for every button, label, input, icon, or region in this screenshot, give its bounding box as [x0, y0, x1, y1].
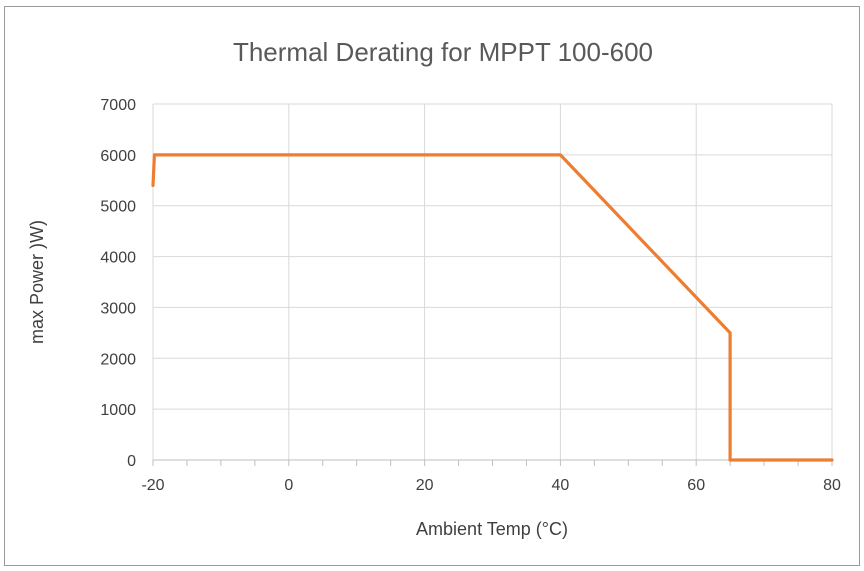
y-axis-label: max Power )W)	[27, 220, 47, 344]
x-tick-label: 0	[284, 477, 293, 494]
chart-frame	[4, 6, 860, 566]
x-tick-label: 60	[687, 477, 705, 494]
plot-grid	[152, 103, 833, 460]
x-tick-label: 80	[823, 477, 841, 494]
y-tick-label: 6000	[100, 148, 136, 165]
y-tick-label: 5000	[100, 199, 136, 216]
x-axis-label: Ambient Temp (°C)	[416, 519, 568, 539]
y-tick-label: 7000	[100, 97, 136, 114]
y-tick-label: 2000	[100, 351, 136, 368]
x-axis	[152, 459, 833, 466]
y-tick-label: 4000	[100, 250, 136, 267]
series-layer	[151, 153, 834, 462]
series-line	[151, 153, 834, 462]
y-tick-label: 1000	[100, 402, 136, 419]
x-tick-label: 40	[552, 477, 570, 494]
y-tick-label: 3000	[100, 300, 136, 317]
tick-labels: 0 1000 2000 3000 4000 5000 6000 7000 -20 0 20 40 60 8…	[100, 97, 841, 494]
y-tick-label: 0	[127, 453, 136, 470]
x-tick-label: -20	[141, 477, 164, 494]
x-tick-label: 20	[416, 477, 434, 494]
chart-title: Thermal Derating for MPPT 100-600	[233, 37, 653, 67]
